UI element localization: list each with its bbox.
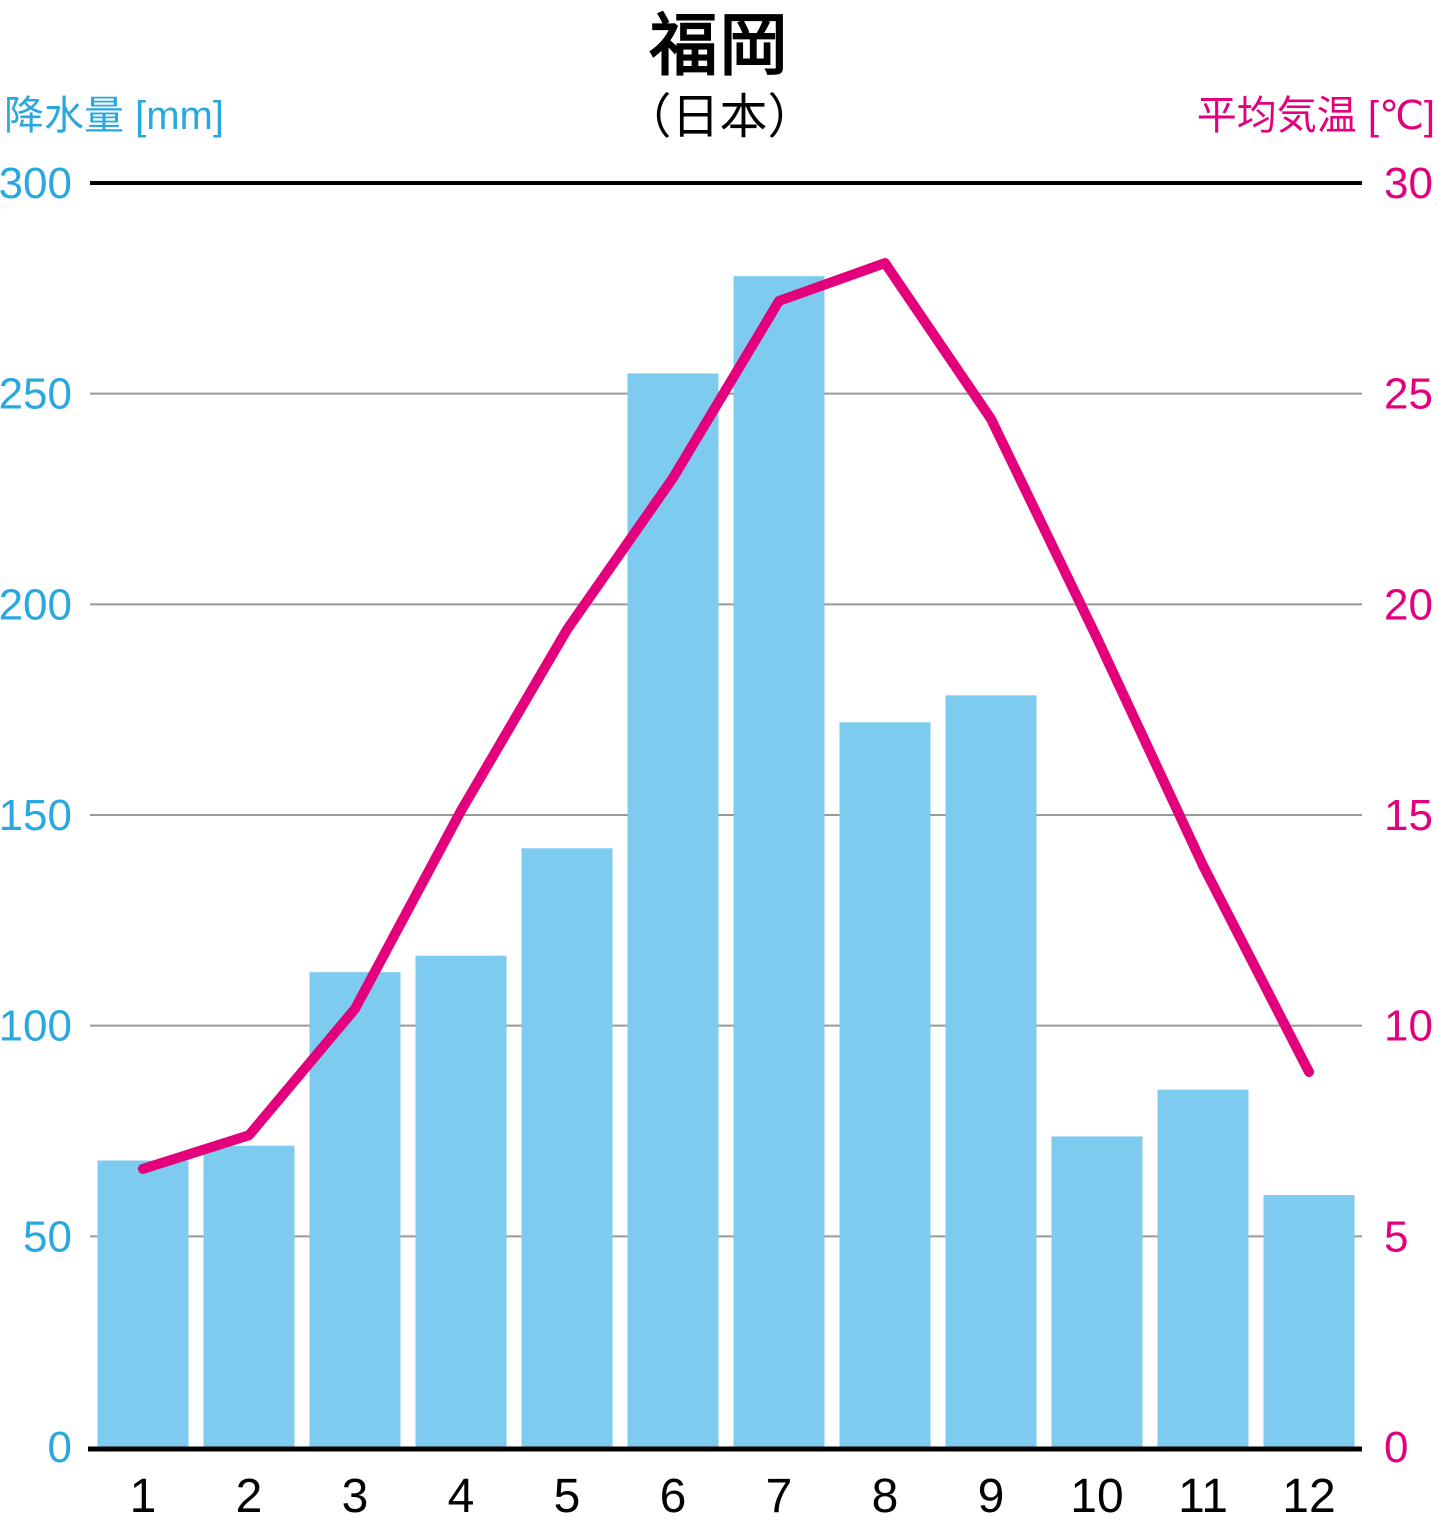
precip-tick-label-0: 0 bbox=[48, 1423, 72, 1472]
precip-bar-month-6 bbox=[627, 373, 719, 1448]
precip-bar-month-12 bbox=[1263, 1195, 1355, 1447]
precip-tick-label-200: 200 bbox=[0, 580, 72, 629]
precip-bar-month-10 bbox=[1051, 1136, 1143, 1447]
x-tick-label-11: 11 bbox=[1178, 1470, 1228, 1523]
temp-tick-label-15: 15 bbox=[1384, 791, 1433, 840]
precip-bar-month-8 bbox=[839, 722, 931, 1447]
page-subtitle: （日本） bbox=[623, 91, 816, 144]
precip-bar-month-11 bbox=[1157, 1089, 1249, 1447]
x-tick-label-7: 7 bbox=[766, 1470, 793, 1523]
precip-bar-month-4 bbox=[415, 955, 507, 1447]
precip-tick-label-50: 50 bbox=[23, 1212, 72, 1261]
temp-tick-label-5: 5 bbox=[1384, 1212, 1408, 1261]
x-tick-label-1: 1 bbox=[130, 1470, 157, 1523]
precip-bar-month-2 bbox=[203, 1145, 295, 1447]
precip-bar-month-9 bbox=[945, 695, 1037, 1447]
temp-tick-label-10: 10 bbox=[1384, 1002, 1433, 1051]
precip-tick-label-100: 100 bbox=[0, 1002, 72, 1051]
precip-bar-month-1 bbox=[97, 1160, 189, 1447]
temperature-axis-unit-label: 平均気温 [℃] bbox=[1196, 94, 1435, 138]
temp-tick-label-0: 0 bbox=[1384, 1423, 1408, 1472]
temp-tick-label-30: 30 bbox=[1384, 159, 1433, 208]
x-tick-label-6: 6 bbox=[660, 1470, 687, 1523]
precip-tick-label-300: 300 bbox=[0, 159, 72, 208]
x-tick-label-2: 2 bbox=[236, 1470, 263, 1523]
precip-bar-month-7 bbox=[733, 276, 825, 1448]
x-tick-label-3: 3 bbox=[342, 1470, 369, 1523]
precip-bar-month-5 bbox=[521, 848, 613, 1447]
x-tick-label-12: 12 bbox=[1282, 1470, 1335, 1523]
precip-tick-label-150: 150 bbox=[0, 791, 72, 840]
precip-tick-label-250: 250 bbox=[0, 370, 72, 419]
page-title: 福岡 bbox=[649, 8, 790, 84]
x-tick-label-5: 5 bbox=[554, 1470, 581, 1523]
x-tick-label-9: 9 bbox=[978, 1470, 1005, 1523]
x-tick-label-10: 10 bbox=[1070, 1470, 1123, 1523]
temperature-line bbox=[138, 258, 1314, 1174]
x-tick-label-4: 4 bbox=[448, 1470, 475, 1523]
temp-tick-label-25: 25 bbox=[1384, 370, 1433, 419]
x-tick-label-8: 8 bbox=[872, 1470, 899, 1523]
temp-tick-label-20: 20 bbox=[1384, 580, 1433, 629]
precipitation-axis-unit-label: 降水量 [mm] bbox=[4, 94, 224, 138]
